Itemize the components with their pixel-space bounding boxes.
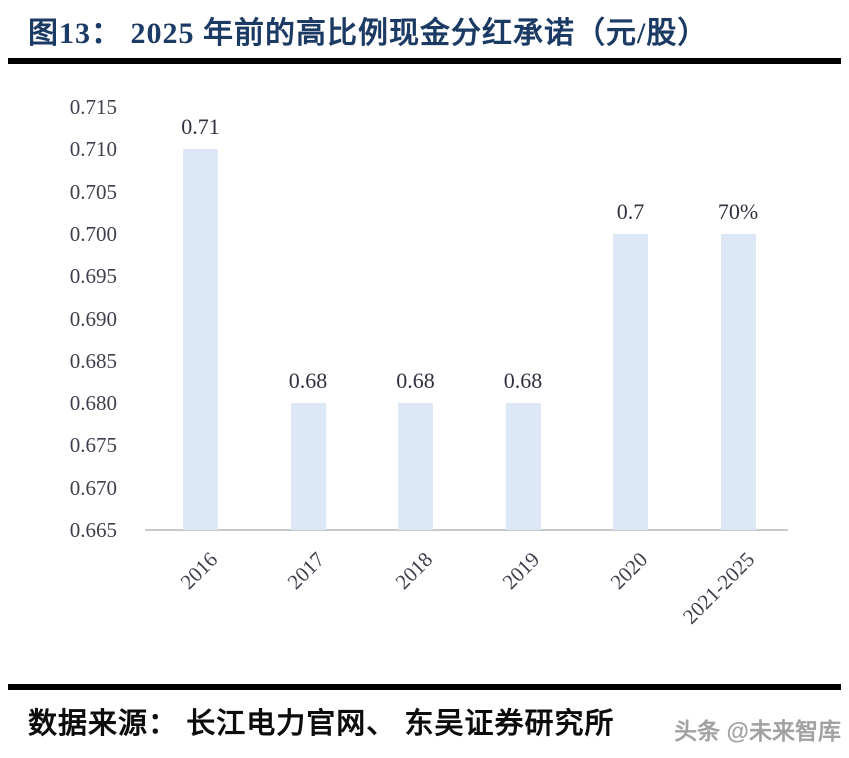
y-axis-tick-label: 0.700 — [69, 221, 117, 246]
chart-title: 图13： 2025 年前的高比例现金分红承诺（元/股） — [28, 17, 709, 50]
watermark: 头条 @未来智库 — [674, 718, 841, 744]
y-axis-tick-label: 0.705 — [69, 179, 117, 204]
y-axis-tick-label: 0.680 — [69, 391, 117, 416]
bar-data-label: 0.71 — [181, 114, 220, 140]
y-axis-tick-label: 0.670 — [69, 475, 117, 500]
chart-bar-2020 — [613, 233, 648, 530]
bar-data-label: 0.68 — [503, 368, 543, 394]
y-axis-tick-label: 0.695 — [69, 264, 117, 289]
x-axis-tick-label: 2017 — [282, 547, 330, 594]
top-divider-rule — [8, 58, 841, 64]
x-axis-tick-label: 2018 — [390, 547, 437, 594]
y-axis-tick-label: 0.715 — [69, 95, 117, 119]
chart-bar-2017 — [290, 403, 326, 530]
bar-data-label: 70% — [717, 198, 759, 224]
chart-bar-2016 — [183, 149, 218, 530]
y-axis-tick-label: 0.665 — [69, 518, 117, 542]
chart-bar-2018 — [398, 403, 433, 530]
chart-bar-2021-2025 — [720, 233, 756, 530]
bar-data-label: 0.68 — [396, 368, 435, 394]
y-axis-tick-label: 0.690 — [69, 306, 117, 331]
x-axis-tick-label: 2021-2025 — [677, 547, 760, 629]
chart-bar-2019 — [505, 403, 541, 530]
x-axis-tick-label: 2019 — [497, 547, 545, 594]
bar-data-label: 0.7 — [616, 198, 645, 224]
x-axis-tick-label: 2020 — [605, 547, 652, 594]
x-axis-line — [145, 529, 788, 531]
bar-data-label: 0.68 — [288, 368, 328, 394]
y-axis-tick-label: 0.675 — [69, 433, 117, 458]
data-source-note: 数据来源： 长江电力官网、 东吴证券研究所 — [28, 708, 615, 740]
y-axis-tick-label: 0.685 — [69, 348, 117, 373]
y-axis-tick-label: 0.710 — [69, 137, 117, 162]
bottom-divider-rule — [8, 684, 841, 690]
x-axis-tick-label: 2016 — [175, 547, 222, 594]
